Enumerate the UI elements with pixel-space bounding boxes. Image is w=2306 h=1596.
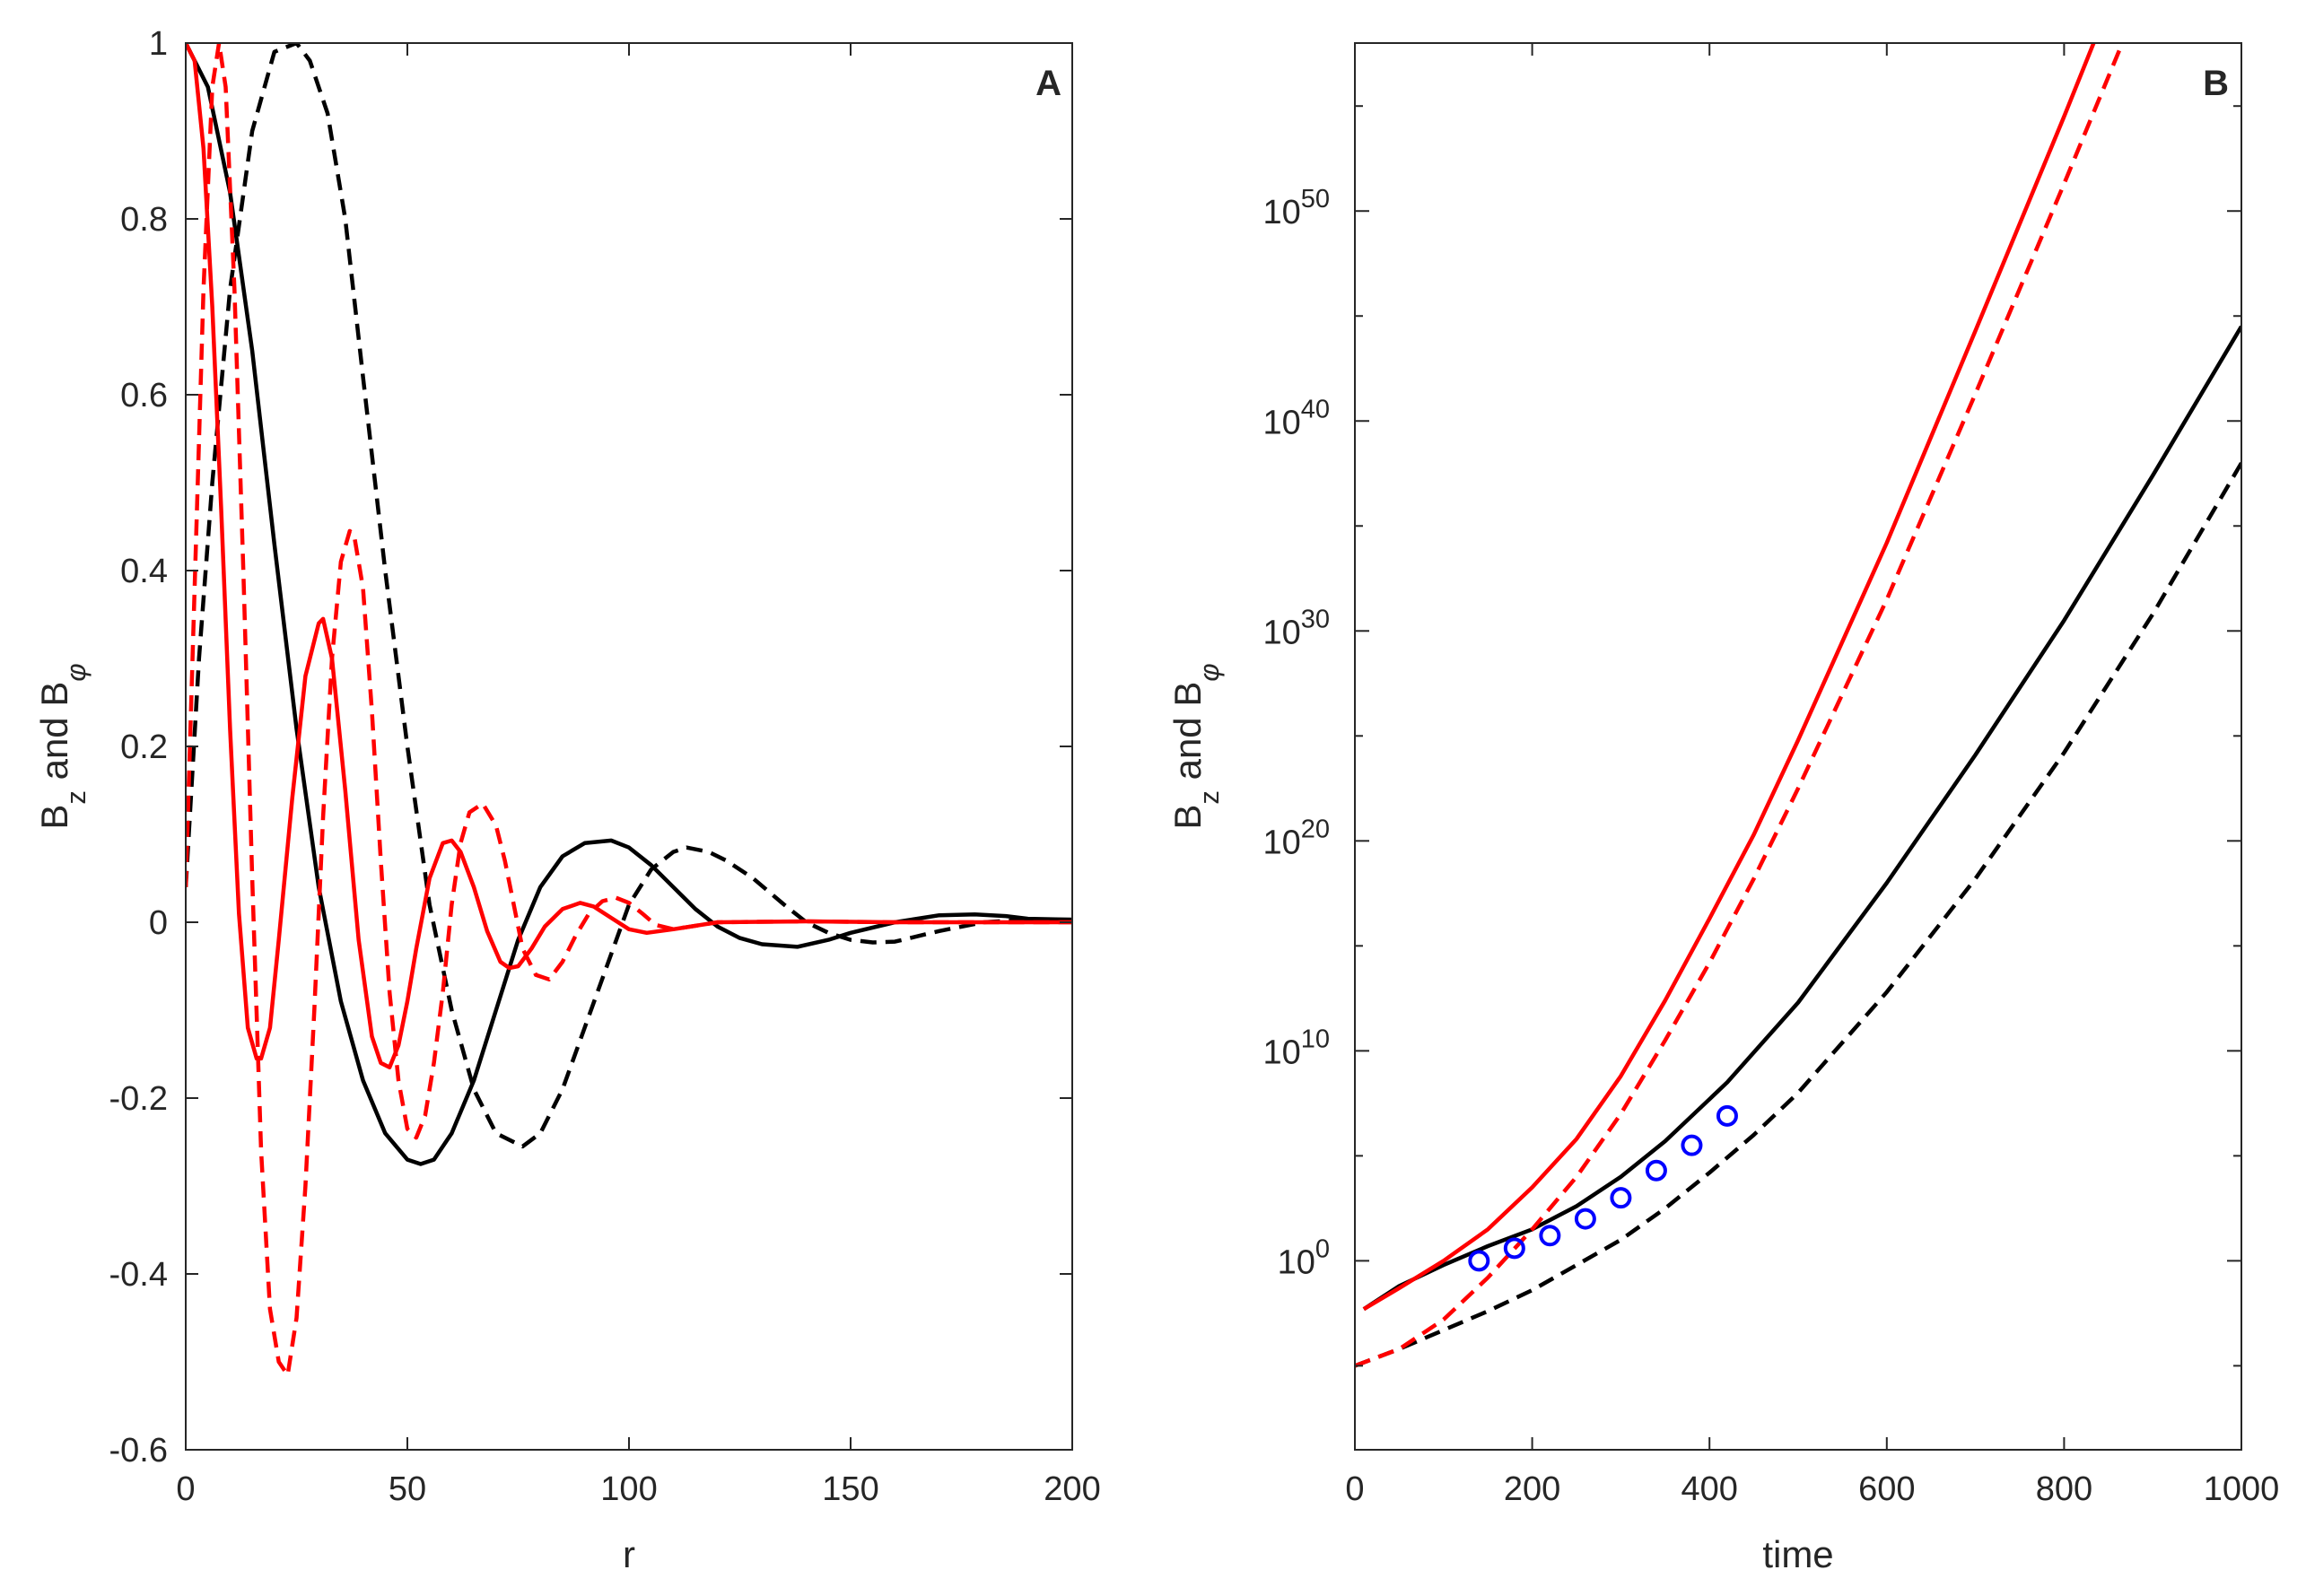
panel-a-x-tick-label: 200 bbox=[1044, 1470, 1100, 1508]
panel-b-marker-blue-circle bbox=[1503, 1237, 1525, 1260]
panel-a-y-tick-label: 0.6 bbox=[120, 377, 168, 414]
panel-a-letter: A bbox=[1035, 64, 1061, 103]
panel-a-x-tick-label: 0 bbox=[176, 1470, 195, 1508]
panel-b-y-label-phi: φ bbox=[1193, 663, 1225, 681]
panel-b-y-label-and: and B bbox=[1166, 682, 1209, 790]
panel-b-y-axis-label: Bz and Bφ bbox=[1166, 663, 1225, 829]
panel-b-marker-blue-circle bbox=[1610, 1187, 1632, 1209]
panel-a-x-tick-label: 150 bbox=[822, 1470, 878, 1508]
panel-b-x-tick-label: 0 bbox=[1345, 1470, 1364, 1508]
panel-b-letter: B bbox=[2203, 64, 2229, 103]
panel-a: 0 50 100 150 200 -0.6 -0.4 -0.2 0 0.2 0.4 0.6 0.8 1 A… bbox=[33, 25, 1101, 1575]
panel-a-y-label-z: z bbox=[60, 790, 92, 805]
panel-a-x-tick-label: 50 bbox=[389, 1470, 426, 1508]
panel-b-series-red-solid bbox=[1362, 43, 2096, 1312]
panel-b-x-axis-label: time bbox=[1762, 1533, 1833, 1575]
panel-a-y-tick-label: 1 bbox=[149, 25, 168, 63]
panel-b-y-tick-label: 1010 bbox=[1262, 1025, 1330, 1071]
panel-b-x-tick-label: 200 bbox=[1504, 1470, 1560, 1508]
panel-a-y-label-b: B bbox=[33, 805, 75, 830]
panel-a-y-axis-label: Bz and Bφ bbox=[33, 663, 92, 829]
panel-b-marker-blue-circle bbox=[1645, 1159, 1667, 1182]
panel-b-marker-blue-circle bbox=[1539, 1225, 1561, 1247]
panel-b-y-label-b: B bbox=[1166, 805, 1209, 830]
panel-b-y-tick-label: 1020 bbox=[1262, 815, 1330, 861]
panel-b-x-tick-label: 800 bbox=[2036, 1470, 2092, 1508]
panel-b-ticks: 0 200 400 600 800 1000 100 1010 1020 1030 1040 1050 bbox=[1262, 43, 2279, 1508]
panel-a-y-tick-label: 0.8 bbox=[120, 201, 168, 239]
panel-a-x-axis-label: r bbox=[623, 1533, 635, 1575]
panel-a-y-tick-label: -0.6 bbox=[109, 1432, 168, 1470]
panel-b-marker-blue-circle bbox=[1574, 1208, 1596, 1230]
panel-b-y-tick-label: 1050 bbox=[1262, 185, 1330, 231]
panel-a-series-red-dashed bbox=[186, 43, 1072, 1377]
panel-a-y-tick-label: -0.2 bbox=[109, 1080, 168, 1118]
panel-b-marker-blue-circle bbox=[1681, 1134, 1703, 1156]
panel-b-marker-blue-circle bbox=[1716, 1104, 1738, 1127]
panel-b-y-tick-label: 1040 bbox=[1262, 395, 1330, 441]
panel-a-x-tick-label: 100 bbox=[600, 1470, 657, 1508]
panel-b-y-label-z: z bbox=[1193, 790, 1225, 805]
panel-b-y-tick-label: 1030 bbox=[1262, 605, 1330, 651]
panel-a-series bbox=[186, 43, 1072, 1377]
panel-a-y-label-phi: φ bbox=[60, 663, 92, 681]
panel-a-y-tick-label: -0.4 bbox=[109, 1256, 168, 1294]
panel-a-series-red-solid bbox=[186, 43, 1072, 1069]
panel-a-y-label-and: and B bbox=[33, 682, 75, 790]
panel-b-y-tick-label: 100 bbox=[1278, 1234, 1330, 1281]
panel-a-ticks: 0 50 100 150 200 -0.6 -0.4 -0.2 0 0.2 0.4 0.6 0.8 1 bbox=[109, 25, 1101, 1508]
panel-a-series-black-dashed bbox=[186, 43, 1072, 1149]
panel-a-y-tick-label: 0.4 bbox=[120, 553, 168, 590]
panel-a-frame bbox=[185, 42, 1073, 1451]
panel-b-frame bbox=[1354, 42, 2242, 1451]
panel-b: 0 200 400 600 800 1000 100 1010 1020 1030 1040 1050… bbox=[1166, 42, 2279, 1575]
panel-b-x-tick-label: 400 bbox=[1681, 1470, 1737, 1508]
panel-b-series-black-solid bbox=[1362, 325, 2241, 1312]
panel-a-y-tick-label: 0 bbox=[149, 904, 168, 942]
panel-a-y-tick-label: 0.2 bbox=[120, 728, 168, 766]
panel-b-x-tick-label: 600 bbox=[1858, 1470, 1915, 1508]
panel-b-marker-blue-circle bbox=[1468, 1250, 1490, 1272]
panel-b-series-red-dashed bbox=[1355, 43, 2125, 1368]
panel-b-x-tick-label: 1000 bbox=[2204, 1470, 2280, 1508]
panel-b-series bbox=[1355, 43, 2241, 1368]
panel-b-series-black-dashed bbox=[1355, 461, 2241, 1368]
